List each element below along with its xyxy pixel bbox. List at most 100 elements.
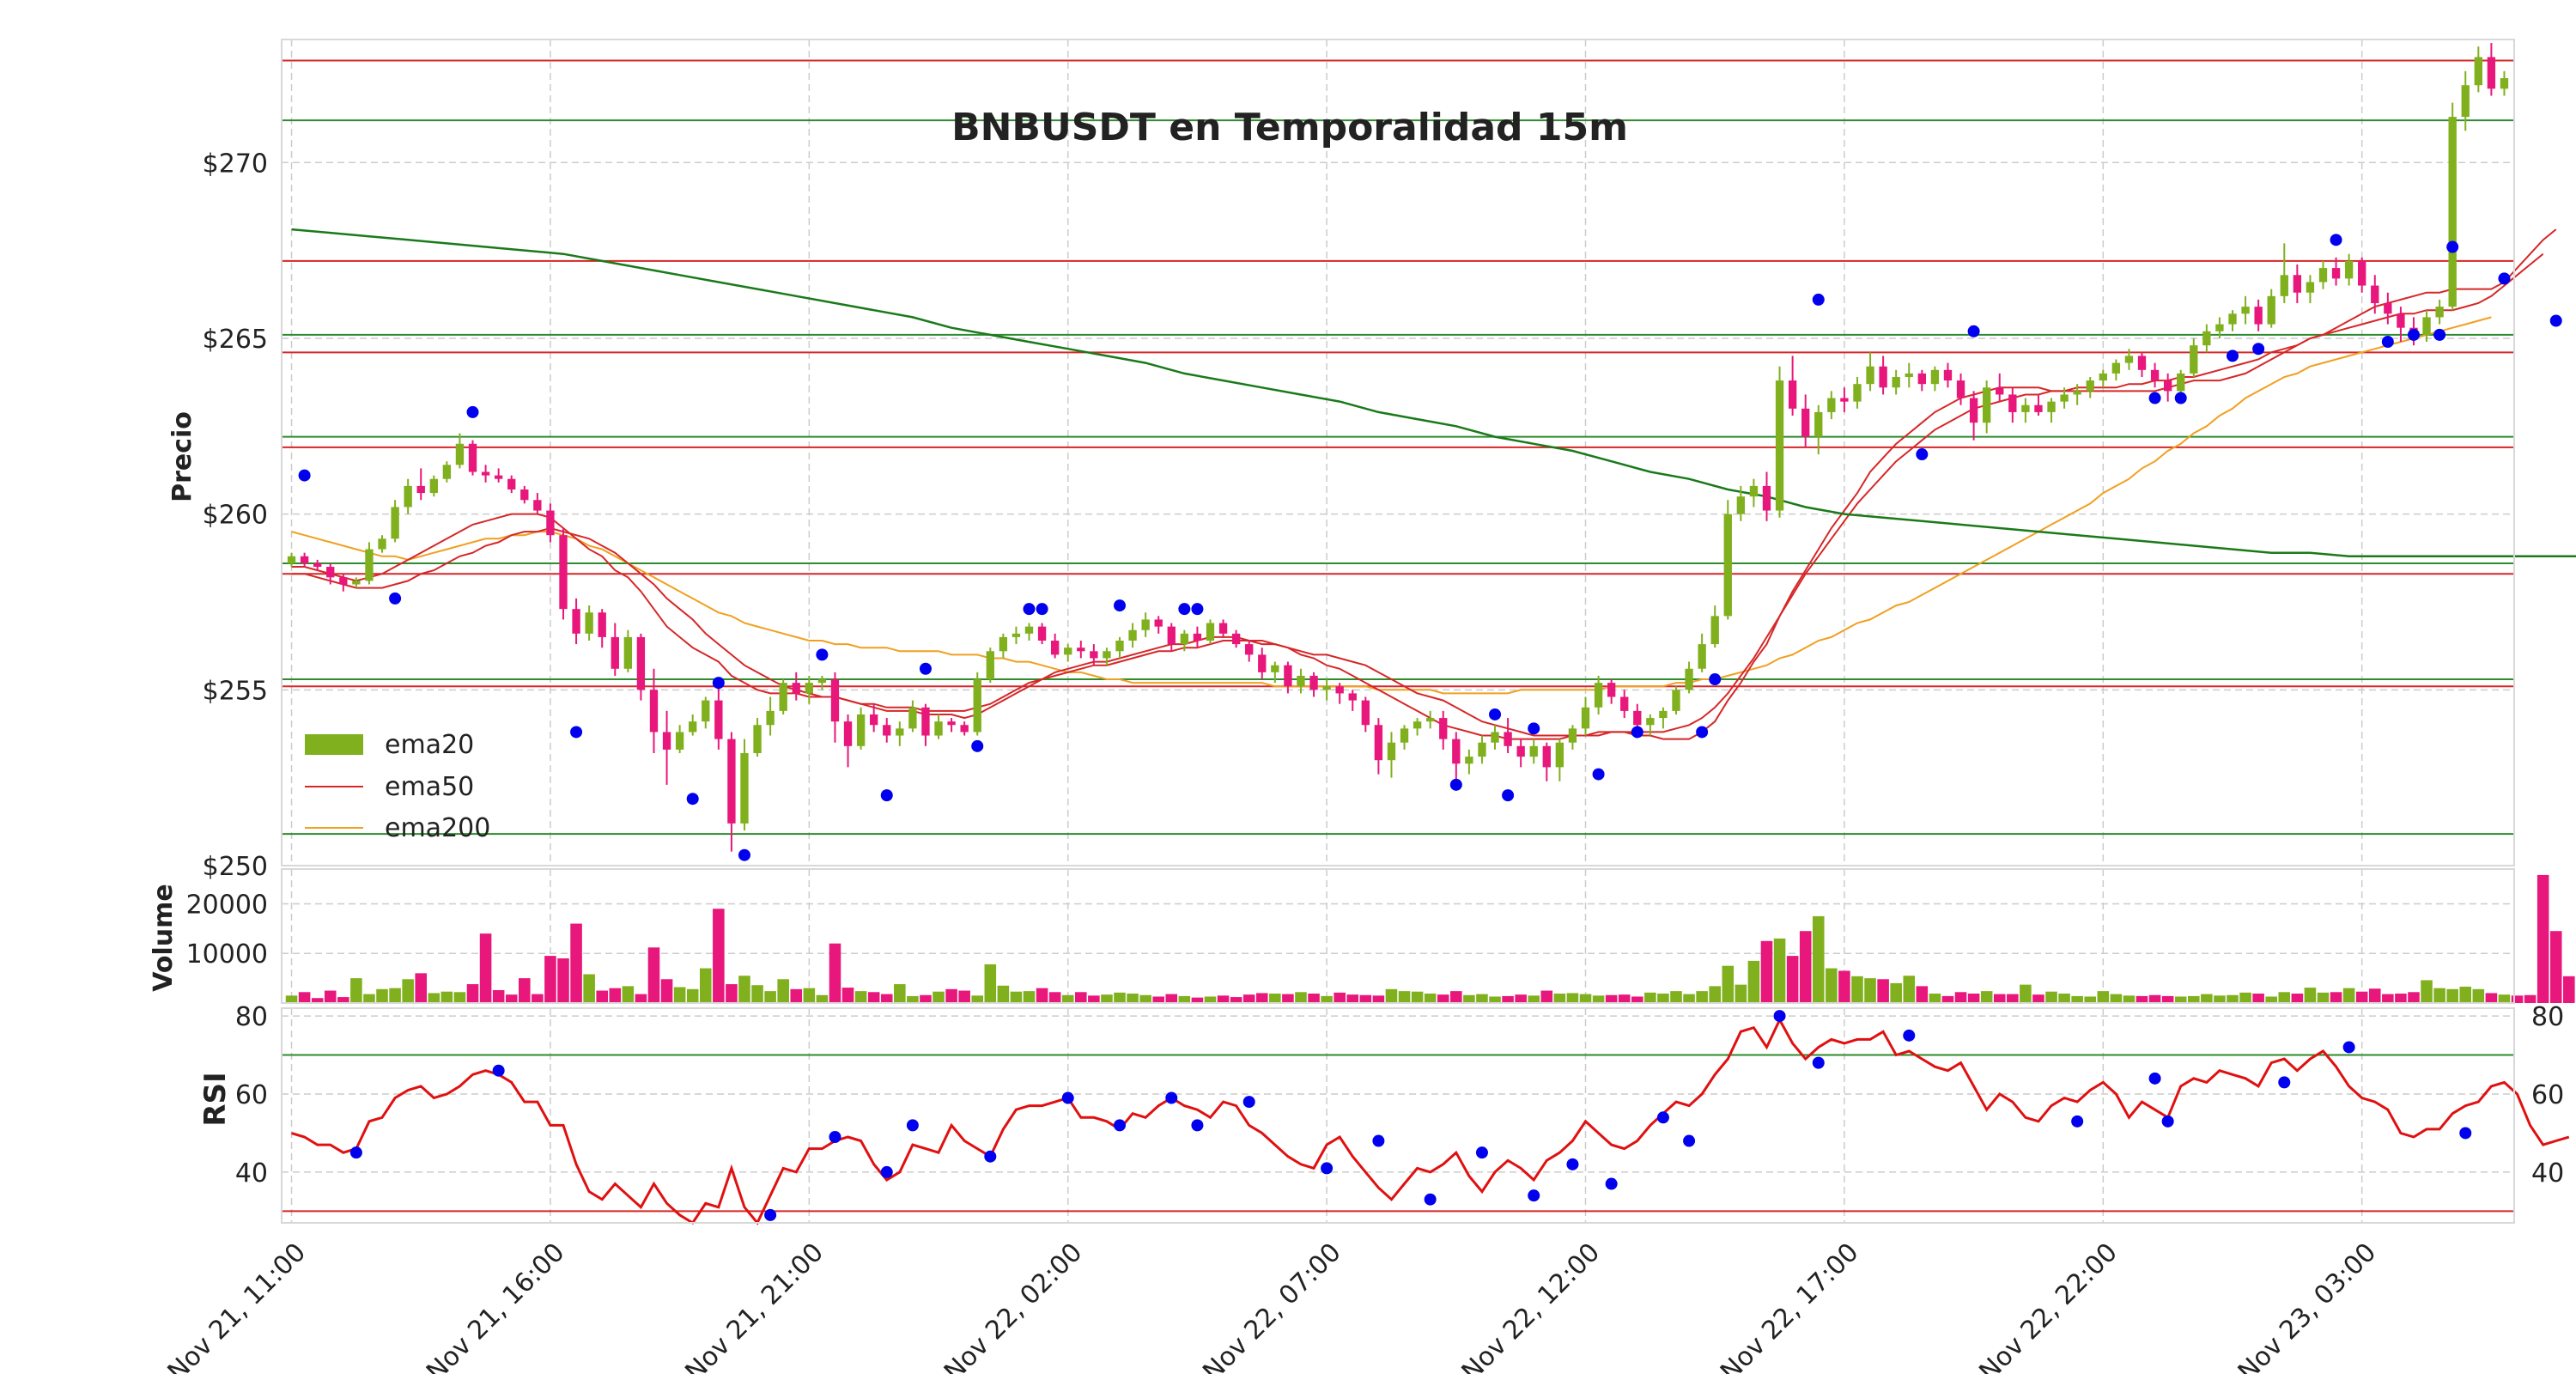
pivot-marker <box>2227 350 2239 362</box>
candle-up <box>1400 728 1409 743</box>
volume-bar <box>2020 984 2032 1003</box>
pivot-marker <box>1489 708 1502 720</box>
volume-bar <box>1295 992 1307 1003</box>
candle-down <box>1439 718 1448 739</box>
volume-bar <box>2201 994 2213 1003</box>
rsi-marker <box>2342 1041 2355 1054</box>
candle-down <box>416 485 425 494</box>
candle-up <box>1814 411 1823 437</box>
pivot-marker <box>1967 325 1980 337</box>
candle-up <box>1646 718 1655 726</box>
candle-down <box>1943 369 1953 381</box>
volume-bar <box>2330 992 2342 1003</box>
volume-bar <box>920 994 932 1003</box>
volume-bar <box>1877 979 1889 1003</box>
volume-bar <box>1967 994 1980 1003</box>
volume-bar <box>2265 996 2277 1003</box>
volume-bar <box>635 994 647 1003</box>
pivot-marker <box>2549 314 2562 327</box>
pivot-marker <box>816 648 829 661</box>
volume-bar <box>1644 992 1656 1003</box>
candle-up <box>1426 718 1435 722</box>
candle-down <box>2384 303 2392 314</box>
volume-bar <box>997 985 1010 1003</box>
volume-bar <box>1696 991 1708 1003</box>
candle-down <box>572 609 580 634</box>
volume-bar <box>1683 994 1695 1003</box>
volume-bar <box>2563 976 2575 1003</box>
candle-up <box>1297 675 1305 687</box>
rsi-marker <box>2459 1127 2472 1140</box>
volume-tick-label: 20000 <box>186 890 268 920</box>
volume-bar <box>1722 965 1735 1003</box>
candle-down <box>714 700 723 739</box>
pivot-marker <box>919 662 932 675</box>
candle-up <box>1905 373 1913 377</box>
candle-up <box>2474 57 2482 86</box>
candle-up <box>1465 757 1473 764</box>
candle-down <box>1361 700 1370 726</box>
rsi-marker <box>829 1131 841 1143</box>
candle-up <box>1581 707 1590 729</box>
volume-bar <box>880 994 893 1003</box>
legend-label-ema200: ema200 <box>385 813 490 843</box>
rsi-tick-label-right: 80 <box>2531 1002 2564 1032</box>
candle-down <box>2358 260 2366 286</box>
candle-down <box>2163 380 2172 392</box>
candle-down <box>1335 686 1344 694</box>
volume-bar <box>933 991 945 1003</box>
candle-up <box>1736 496 1746 514</box>
volume-bar <box>1735 984 1747 1003</box>
volume-bar <box>2032 994 2044 1003</box>
volume-bar <box>790 988 803 1003</box>
rsi-marker <box>1656 1111 1669 1124</box>
candle-down <box>1996 387 2004 395</box>
candle-up <box>2202 331 2211 346</box>
volume-bar <box>544 956 556 1003</box>
volume-bar <box>440 991 453 1003</box>
candle-up <box>2073 391 2081 395</box>
volume-bar <box>505 994 518 1003</box>
volume-bar <box>2342 988 2355 1003</box>
candle-up <box>1180 633 1189 645</box>
panel-frame <box>281 868 2515 1004</box>
candle-up <box>287 556 296 563</box>
volume-bar <box>816 994 829 1003</box>
candle-down <box>960 725 969 733</box>
rsi-marker <box>1165 1091 1178 1104</box>
volume-bar <box>1838 970 1850 1003</box>
pivot-marker <box>2498 272 2511 285</box>
volume-bar <box>984 964 997 1003</box>
candle-down <box>1154 619 1163 627</box>
panel-frame <box>281 39 2515 866</box>
volume-bar <box>1424 994 1437 1003</box>
candle-up <box>1827 398 1836 412</box>
volume-bar <box>1826 968 1838 1003</box>
price-tick-label: $250 <box>203 852 268 882</box>
candle-up <box>2344 260 2354 279</box>
candle-down <box>1309 675 1318 690</box>
candle-up <box>779 683 787 711</box>
volume-bar <box>428 993 440 1003</box>
volume-bar <box>1048 992 1061 1003</box>
volume-bar <box>2110 994 2123 1003</box>
pivot-marker <box>1191 603 1204 616</box>
candle-up <box>1012 633 1021 637</box>
candle-up <box>2318 268 2328 283</box>
candle-down <box>1840 398 1849 402</box>
legend-label-ema50: ema50 <box>385 772 474 802</box>
volume-bar <box>2188 995 2200 1003</box>
volume-bar <box>726 984 738 1003</box>
volume-bar <box>713 909 725 1003</box>
pivot-marker <box>466 405 479 418</box>
volume-bar <box>2382 994 2394 1003</box>
volume-bar <box>376 988 388 1003</box>
candle-up <box>1930 369 1940 385</box>
volume-bar <box>867 992 880 1003</box>
candle-up <box>1853 384 1862 402</box>
candle-up <box>973 679 981 733</box>
pivot-marker <box>971 739 984 752</box>
pivot-marker <box>2446 240 2459 253</box>
x-tick-label: Nov 21, 16:00 <box>421 1237 571 1374</box>
